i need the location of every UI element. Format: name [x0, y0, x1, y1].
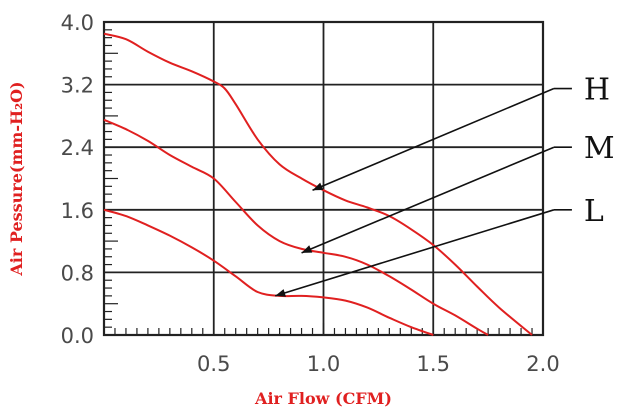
y-axis-title: Air Pessure(mm-H₂O) [7, 81, 26, 276]
x-tick-label: 2.0 [526, 352, 559, 376]
x-tick-label: 1.5 [417, 352, 450, 376]
series-line-h [103, 32, 533, 336]
series-group [103, 32, 533, 336]
arrowhead-h [312, 182, 324, 191]
y-tick-label: 1.6 [61, 199, 94, 223]
y-tick-label: 2.4 [61, 136, 94, 160]
y-tick-label: 0.0 [61, 324, 94, 348]
y-tick-label: 0.8 [61, 261, 94, 285]
leader-line-m [301, 146, 555, 254]
leader-line-h [312, 87, 555, 191]
callout-label-l: L [584, 194, 604, 229]
y-tick-label: 3.2 [61, 74, 94, 98]
arrowhead-l [275, 289, 286, 297]
y-tick-label: 4.0 [61, 11, 94, 35]
callout-label-m: M [584, 131, 615, 166]
series-line-m [103, 118, 489, 336]
arrowhead-m [301, 245, 313, 253]
x-tick-label: 0.5 [197, 352, 230, 376]
callout-label-h: H [584, 73, 610, 108]
minor-ticks [103, 21, 544, 336]
x-axis-title: Air Flow (CFM) [254, 389, 392, 408]
leader-line-l [274, 209, 555, 297]
x-tick-label: 1.0 [307, 352, 340, 376]
series-line-l [103, 208, 434, 336]
tick-labels: 0.5 1.0 1.5 2.0 0.0 0.8 1.6 2.4 3.2 4.0 [61, 11, 560, 376]
annotations: HML [274, 73, 615, 297]
